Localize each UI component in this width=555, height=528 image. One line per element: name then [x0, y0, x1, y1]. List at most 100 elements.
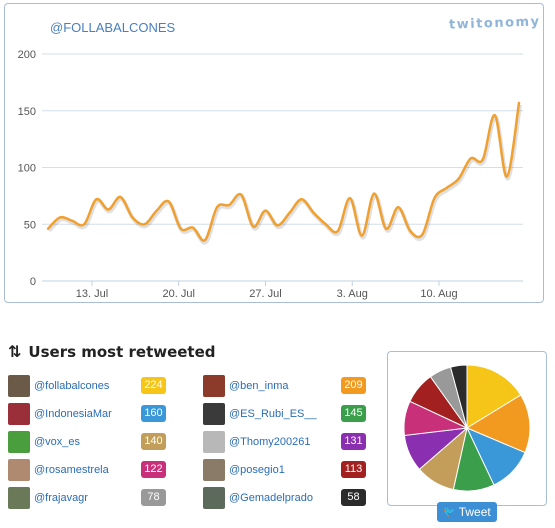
section-title-text: Users most retweeted: [28, 342, 216, 361]
user-item[interactable]: @ben_inma: [203, 374, 288, 398]
series-point[interactable]: [58, 216, 62, 219]
retweet-icon: ⇅: [8, 342, 22, 361]
x-tick-label: 20. Jul: [163, 288, 195, 300]
series-point[interactable]: [397, 206, 400, 209]
user-handle-link[interactable]: @posegio1: [229, 464, 285, 476]
y-tick-label: 0: [30, 276, 36, 288]
series-point[interactable]: [433, 196, 436, 200]
series-point[interactable]: [264, 209, 267, 212]
user-item[interactable]: @ES_Rubi_ES__: [203, 402, 317, 426]
retweet-count-badge: 131: [341, 433, 366, 450]
user-handle-link[interactable]: @Thomy200261: [229, 436, 311, 448]
series-point[interactable]: [131, 216, 134, 219]
retweet-count-badge: 78: [141, 489, 166, 506]
user-handle-link[interactable]: @rosamestrela: [34, 464, 109, 476]
series-line[interactable]: [47, 102, 521, 242]
series-point[interactable]: [167, 200, 170, 203]
series-point[interactable]: [288, 211, 291, 215]
user-handle-link[interactable]: @ES_Rubi_ES__: [229, 408, 317, 420]
retweet-count-badge: 122: [141, 461, 166, 478]
x-tick-label: 13. Jul: [76, 288, 108, 300]
user-item[interactable]: @posegio1: [203, 458, 285, 482]
twitonomy-logo[interactable]: twitonomy: [448, 14, 541, 33]
series-point[interactable]: [83, 223, 86, 226]
series-point[interactable]: [155, 209, 158, 212]
user-handle-link[interactable]: @IndonesiaMar: [34, 408, 112, 420]
timeline-chart-panel: [4, 3, 544, 303]
user-item[interactable]: @IndonesiaMar: [8, 402, 112, 426]
series-point[interactable]: [70, 219, 74, 223]
y-tick-label: 200: [18, 49, 36, 61]
retweet-count-badge: 224: [141, 377, 166, 394]
series-point[interactable]: [348, 196, 352, 200]
series-point[interactable]: [517, 101, 521, 105]
series-point[interactable]: [409, 229, 412, 233]
series-point[interactable]: [469, 157, 472, 160]
series-point[interactable]: [227, 203, 231, 207]
avatar[interactable]: [203, 459, 225, 481]
series-point[interactable]: [215, 206, 219, 209]
user-item[interactable]: @vox_es: [8, 430, 80, 454]
series-point[interactable]: [421, 233, 424, 236]
user-handle-link[interactable]: @ben_inma: [229, 380, 289, 392]
section-title: ⇅ Users most retweeted: [8, 342, 216, 361]
y-tick-label: 50: [24, 219, 36, 231]
series-point[interactable]: [312, 211, 315, 215]
series-point[interactable]: [445, 186, 448, 190]
tweet-button[interactable]: 🐦 Tweet: [437, 502, 497, 522]
series-point[interactable]: [372, 192, 376, 195]
retweet-count-badge: 140: [141, 433, 166, 450]
series-point[interactable]: [384, 227, 388, 230]
series-point[interactable]: [107, 208, 110, 211]
user-item[interactable]: @rosamestrela: [8, 458, 109, 482]
twitter-bird-icon: 🐦: [443, 506, 456, 518]
series-point[interactable]: [143, 223, 146, 226]
series-point[interactable]: [119, 195, 122, 199]
series-point[interactable]: [493, 114, 497, 117]
avatar[interactable]: [203, 375, 225, 397]
series-point[interactable]: [191, 226, 195, 229]
avatar[interactable]: [203, 487, 225, 509]
avatar[interactable]: [8, 487, 30, 509]
pie-panel: [387, 351, 547, 506]
avatar[interactable]: [203, 431, 225, 453]
user-item[interactable]: @frajavagr: [8, 486, 88, 510]
retweet-count-badge: 145: [341, 405, 366, 422]
user-handle-link[interactable]: @Gemadelprado: [229, 492, 313, 504]
series-point[interactable]: [505, 175, 509, 178]
user-handle-link[interactable]: @vox_es: [34, 436, 81, 448]
user-item[interactable]: @Thomy200261: [203, 430, 311, 454]
tweet-button-label: Tweet: [458, 505, 491, 519]
user-handle-link[interactable]: @frajavagr: [34, 492, 88, 504]
series-point[interactable]: [46, 227, 50, 230]
avatar[interactable]: [8, 375, 30, 397]
avatar[interactable]: [203, 403, 225, 425]
avatar[interactable]: [8, 459, 30, 481]
y-tick-label: 100: [18, 163, 36, 175]
retweet-count-badge: 209: [341, 377, 366, 394]
x-tick-label: 10. Aug: [420, 288, 457, 300]
series-point[interactable]: [360, 234, 364, 237]
user-handle-link[interactable]: @follabalcones: [34, 380, 110, 392]
series-point[interactable]: [336, 229, 340, 233]
chart-title: @FOLLABALCONES: [50, 20, 176, 35]
series-point[interactable]: [457, 177, 460, 181]
series-point[interactable]: [481, 158, 484, 161]
series-point[interactable]: [240, 193, 243, 196]
avatar[interactable]: [8, 403, 30, 425]
y-tick-label: 150: [18, 106, 36, 118]
retweet-count-badge: 58: [341, 489, 366, 506]
series-point[interactable]: [324, 223, 327, 226]
retweet-count-badge: 160: [141, 405, 166, 422]
series-point[interactable]: [203, 238, 207, 242]
series-point[interactable]: [252, 225, 255, 228]
series-point[interactable]: [300, 198, 303, 201]
user-item[interactable]: @Gemadelprado: [203, 486, 313, 510]
avatar[interactable]: [8, 431, 30, 453]
user-item[interactable]: @follabalcones: [8, 374, 109, 398]
series-point[interactable]: [179, 227, 183, 230]
x-tick-label: 27. Jul: [249, 288, 281, 300]
series-point[interactable]: [276, 224, 279, 227]
retweet-count-badge: 113: [341, 461, 366, 478]
series-point[interactable]: [95, 198, 98, 201]
